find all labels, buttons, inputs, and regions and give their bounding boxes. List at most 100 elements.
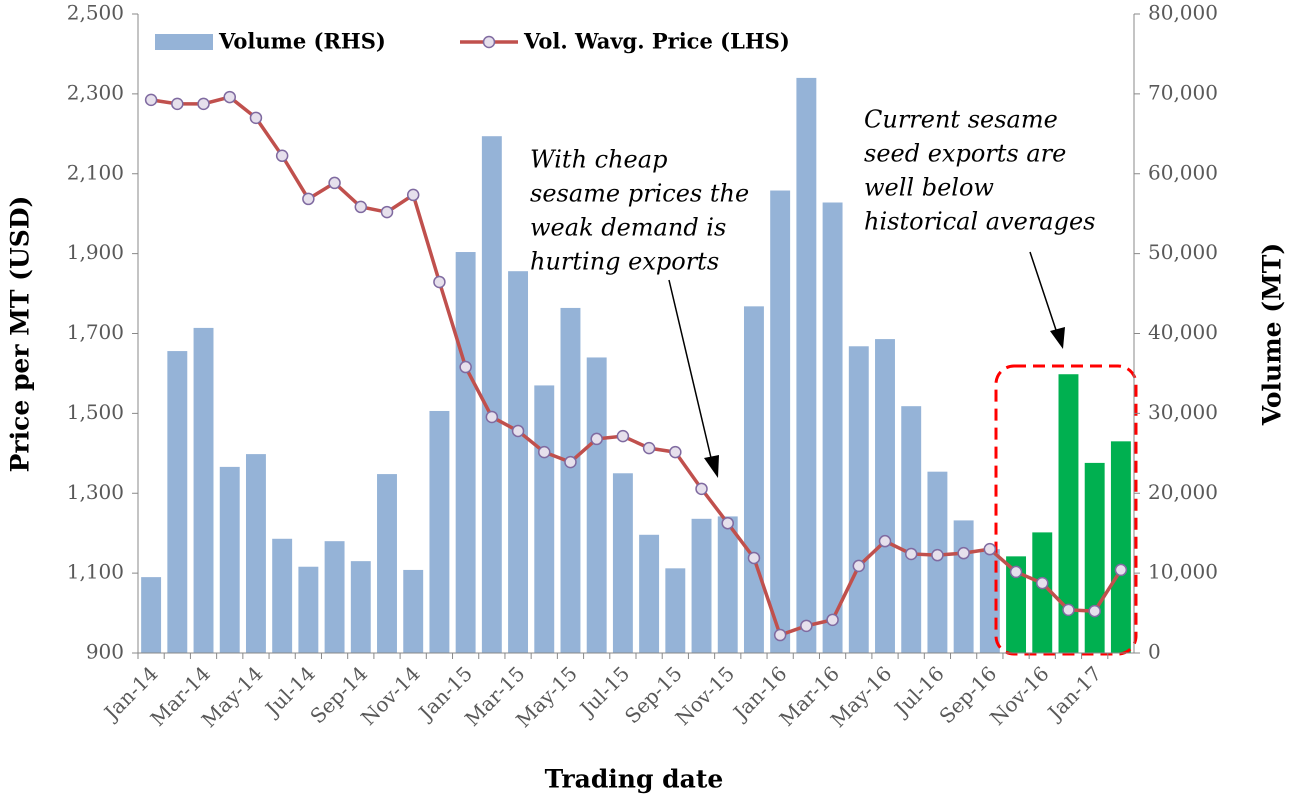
y-tick-label: 1,500 (67, 400, 124, 424)
bar (1032, 532, 1053, 653)
bar (167, 351, 188, 653)
bar (848, 346, 869, 653)
y2-tick-label: 40,000 (1148, 320, 1218, 344)
price-marker (380, 205, 394, 219)
bar (770, 190, 791, 653)
price-marker (406, 188, 420, 202)
bar (324, 541, 345, 653)
bar (691, 518, 712, 653)
annotation: historical averages (864, 208, 1095, 236)
highlight-box (994, 364, 1138, 656)
bar (245, 454, 266, 653)
bars (141, 77, 1131, 654)
bar (796, 77, 817, 653)
y2-tick-label: 20,000 (1148, 480, 1218, 504)
x-tick-label: Nov-15 (671, 661, 740, 730)
y-tick-label: 1,300 (67, 480, 124, 504)
y2-tick-label: 60,000 (1148, 160, 1218, 184)
price-marker (564, 455, 577, 469)
price-marker (695, 482, 708, 496)
y-tick-label: 1,100 (67, 560, 124, 584)
price-marker (773, 628, 787, 642)
price-marker (275, 149, 289, 163)
bar (298, 566, 319, 653)
y-tick-label: 2,500 (67, 1, 124, 25)
price-marker (1009, 565, 1023, 579)
x-tick-label: Nov-16 (985, 661, 1054, 730)
price-marker (957, 546, 970, 560)
y2-tick-label: 70,000 (1148, 80, 1218, 104)
y-tick-label: 900 (86, 640, 124, 664)
bar (586, 357, 607, 653)
bar (901, 406, 922, 653)
legend-marker (482, 35, 496, 49)
price-marker (223, 90, 236, 104)
y2-tick-label: 80,000 (1148, 1, 1218, 25)
price-marker (433, 275, 446, 289)
price-marker (590, 432, 603, 446)
bar (455, 252, 476, 653)
bar (141, 577, 162, 653)
price-marker (249, 111, 263, 125)
price-marker (511, 424, 525, 438)
price-marker (1062, 603, 1075, 617)
bar (927, 471, 948, 653)
y-tick-label: 2,100 (67, 160, 124, 184)
annotation: well below (864, 174, 994, 202)
annotation: With cheap (530, 146, 667, 174)
price-marker (904, 547, 918, 561)
bar (560, 307, 581, 653)
price-marker (328, 176, 341, 190)
bar (534, 385, 555, 653)
y-tick-label: 1,700 (67, 320, 124, 344)
annotation: seed exports are (864, 140, 1066, 168)
bar (875, 339, 895, 653)
legend-label: Volume (RHS) (218, 29, 386, 54)
price-marker (747, 551, 761, 565)
price-marker (302, 192, 315, 206)
price-marker (1114, 563, 1128, 577)
x-axis-title: Trading date (545, 765, 724, 794)
bar (1006, 556, 1027, 653)
price-marker (197, 97, 210, 111)
price-marker (1036, 576, 1049, 590)
price-marker (931, 548, 944, 562)
bar (953, 520, 974, 653)
bar (481, 136, 502, 654)
bar (508, 271, 529, 653)
annotation: hurting exports (530, 248, 719, 276)
price-marker (826, 613, 839, 627)
bar (193, 327, 214, 653)
bar (429, 410, 450, 653)
y2-tick-label: 50,000 (1148, 240, 1218, 264)
price-marker (1088, 604, 1101, 618)
price-marker (485, 410, 499, 424)
price-marker (642, 441, 656, 455)
price-marker (354, 200, 368, 214)
bar (272, 538, 293, 653)
bar (822, 202, 843, 653)
price-marker (878, 534, 892, 548)
y2-tick-label: 0 (1148, 640, 1161, 664)
annotation: Current sesame (864, 106, 1058, 134)
price-marker (171, 97, 184, 111)
bar (665, 568, 686, 653)
axes (132, 13, 1140, 659)
bar (350, 561, 371, 653)
price-marker (616, 429, 630, 443)
y2-tick-label: 10,000 (1148, 560, 1218, 584)
bar (1058, 374, 1079, 653)
bar (219, 466, 240, 653)
bar (639, 534, 660, 653)
price-marker (983, 542, 997, 556)
y-axis-title: Price per MT (USD) (6, 196, 35, 473)
bar (743, 306, 764, 653)
price-marker (538, 445, 551, 459)
y-tick-label: 1,900 (67, 240, 124, 264)
bar (403, 569, 424, 653)
legend-label: Vol. Wavg. Price (LHS) (523, 29, 790, 54)
legend-swatch (155, 34, 213, 50)
annotation-arrows (668, 251, 1065, 478)
price-marker (852, 559, 866, 573)
